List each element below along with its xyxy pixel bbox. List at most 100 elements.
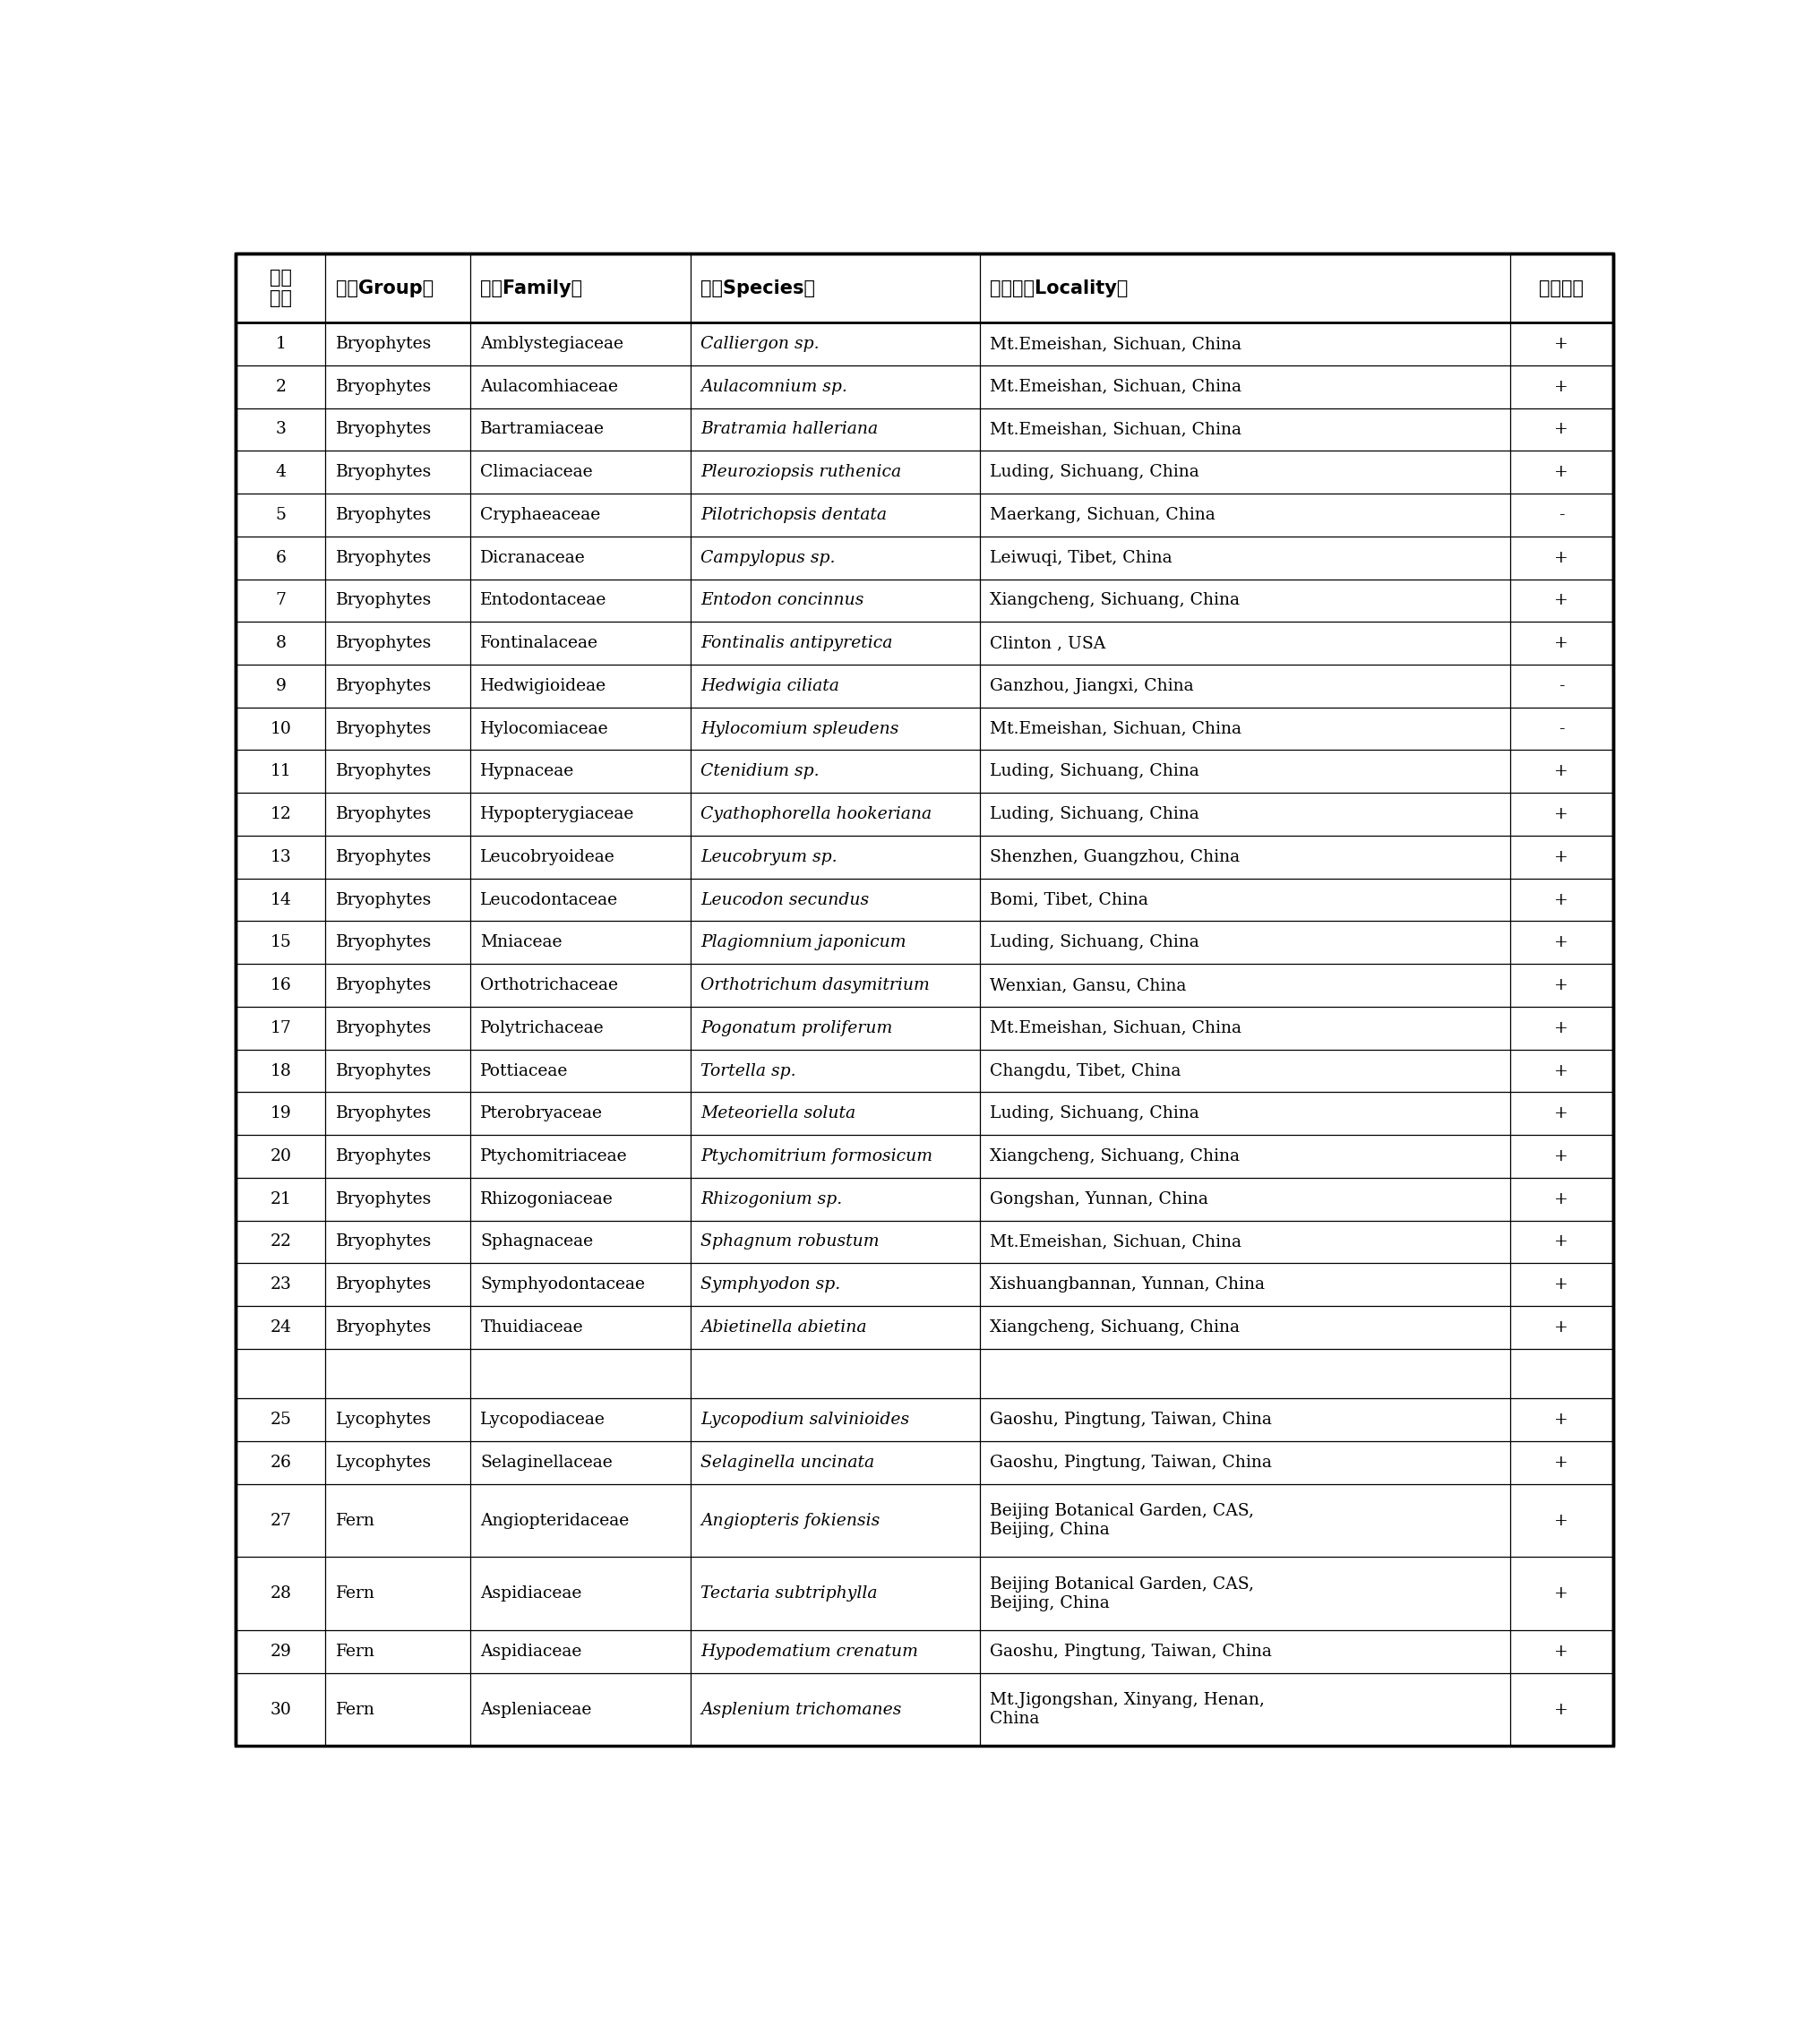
Text: 科（Family）: 科（Family） [480,280,583,296]
Text: Leucodontaceae: Leucodontaceae [480,891,619,908]
Text: 种（Species）: 种（Species） [700,280,815,296]
Text: Bryophytes: Bryophytes [336,1063,431,1079]
Text: +: + [1555,464,1569,480]
Text: Meteoriella soluta: Meteoriella soluta [700,1106,855,1122]
Text: Mt.Emeishan, Sichuan, China: Mt.Emeishan, Sichuan, China [990,1020,1241,1036]
Text: +: + [1555,977,1569,993]
Text: Bryophytes: Bryophytes [336,764,431,779]
Text: Lycophytes: Lycophytes [336,1412,431,1429]
Text: +: + [1555,1235,1569,1251]
Text: Luding, Sichuang, China: Luding, Sichuang, China [990,934,1200,950]
Text: 13: 13 [271,848,290,865]
Text: Bryophytes: Bryophytes [336,934,431,950]
Text: 26: 26 [271,1455,292,1470]
Text: Orthotrichum dasymitrium: Orthotrichum dasymitrium [700,977,929,993]
Text: +: + [1555,891,1569,908]
Text: Gaoshu, Pingtung, Taiwan, China: Gaoshu, Pingtung, Taiwan, China [990,1455,1272,1470]
Text: +: + [1555,1192,1569,1208]
Text: Cryphaeaceae: Cryphaeaceae [480,507,601,523]
Text: +: + [1555,378,1569,394]
Text: +: + [1555,1149,1569,1165]
Text: 12: 12 [271,805,292,822]
Text: 23: 23 [271,1278,292,1292]
Text: Bryophytes: Bryophytes [336,636,431,652]
Text: Hypopterygiaceae: Hypopterygiaceae [480,805,635,822]
Text: Rhizogonium sp.: Rhizogonium sp. [700,1192,842,1208]
Text: 24: 24 [271,1318,292,1335]
Text: Wenxian, Gansu, China: Wenxian, Gansu, China [990,977,1187,993]
Text: Leucobryoideae: Leucobryoideae [480,848,615,865]
Text: +: + [1555,934,1569,950]
Text: Gaoshu, Pingtung, Taiwan, China: Gaoshu, Pingtung, Taiwan, China [990,1643,1272,1660]
Text: Entodontaceae: Entodontaceae [480,593,608,609]
Text: Cyathophorella hookeriana: Cyathophorella hookeriana [700,805,933,822]
Text: Luding, Sichuang, China: Luding, Sichuang, China [990,805,1200,822]
Text: +: + [1555,550,1569,566]
Text: Lycophytes: Lycophytes [336,1455,431,1470]
Text: Calliergon sp.: Calliergon sp. [700,335,819,352]
Text: Beijing Botanical Garden, CAS,
Beijing, China: Beijing Botanical Garden, CAS, Beijing, … [990,1502,1254,1537]
Text: 电泳结果: 电泳结果 [1539,280,1584,296]
Text: Thuidiaceae: Thuidiaceae [480,1318,583,1335]
Text: Bomi, Tibet, China: Bomi, Tibet, China [990,891,1149,908]
Text: Mt.Emeishan, Sichuan, China: Mt.Emeishan, Sichuan, China [990,378,1241,394]
Text: +: + [1555,1513,1569,1529]
Text: Leucobryum sp.: Leucobryum sp. [700,848,837,865]
Text: Aspleniaceae: Aspleniaceae [480,1701,592,1717]
Text: Fern: Fern [336,1701,375,1717]
Text: +: + [1555,1455,1569,1470]
Text: Maerkang, Sichuan, China: Maerkang, Sichuan, China [990,507,1216,523]
Text: Lycopodium salvinioides: Lycopodium salvinioides [700,1412,909,1429]
Text: Fontinalis antipyretica: Fontinalis antipyretica [700,636,893,652]
Text: Lycopodiaceae: Lycopodiaceae [480,1412,606,1429]
Text: Xishuangbannan, Yunnan, China: Xishuangbannan, Yunnan, China [990,1278,1265,1292]
Text: -: - [1559,507,1564,523]
Text: 20: 20 [271,1149,292,1165]
Text: 22: 22 [271,1235,292,1251]
Text: Bryophytes: Bryophytes [336,679,431,695]
Text: Bryophytes: Bryophytes [336,593,431,609]
Text: -: - [1559,722,1564,736]
Text: 27: 27 [271,1513,292,1529]
Text: Hedwigioideae: Hedwigioideae [480,679,606,695]
Text: +: + [1555,636,1569,652]
Text: +: + [1555,1701,1569,1717]
Text: 6: 6 [276,550,287,566]
Text: +: + [1555,335,1569,352]
Text: +: + [1555,1106,1569,1122]
Text: 28: 28 [271,1586,292,1602]
Text: Xiangcheng, Sichuang, China: Xiangcheng, Sichuang, China [990,1318,1239,1335]
Text: +: + [1555,1063,1569,1079]
Text: 14: 14 [271,891,292,908]
Text: Entodon concinnus: Entodon concinnus [700,593,864,609]
Text: 16: 16 [271,977,290,993]
Text: Luding, Sichuang, China: Luding, Sichuang, China [990,764,1200,779]
Text: Ganzhou, Jiangxi, China: Ganzhou, Jiangxi, China [990,679,1194,695]
Text: Fontinalaceae: Fontinalaceae [480,636,599,652]
Text: Clinton , USA: Clinton , USA [990,636,1106,652]
Text: 25: 25 [271,1412,292,1429]
Text: Sphagnum robustum: Sphagnum robustum [700,1235,880,1251]
Text: Bryophytes: Bryophytes [336,507,431,523]
Text: Symphyodon sp.: Symphyodon sp. [700,1278,841,1292]
Text: 9: 9 [276,679,287,695]
Text: 7: 7 [276,593,287,609]
Text: 19: 19 [271,1106,290,1122]
Text: Polytrichaceae: Polytrichaceae [480,1020,604,1036]
Text: Ptychomitriaceae: Ptychomitriaceae [480,1149,628,1165]
Text: Fern: Fern [336,1586,375,1602]
Text: Campylopus sp.: Campylopus sp. [700,550,835,566]
Text: Shenzhen, Guangzhou, China: Shenzhen, Guangzhou, China [990,848,1239,865]
Text: Leiwuqi, Tibet, China: Leiwuqi, Tibet, China [990,550,1173,566]
Text: Aulacomhiaceae: Aulacomhiaceae [480,378,619,394]
Text: Angiopteris fokiensis: Angiopteris fokiensis [700,1513,880,1529]
Text: +: + [1555,1318,1569,1335]
Text: Amblystegiaceae: Amblystegiaceae [480,335,624,352]
Text: -: - [1559,679,1564,695]
Text: +: + [1555,764,1569,779]
Text: Ctenidium sp.: Ctenidium sp. [700,764,819,779]
Text: Bryophytes: Bryophytes [336,1149,431,1165]
Text: Abietinella abietina: Abietinella abietina [700,1318,868,1335]
Text: Hedwigia ciliata: Hedwigia ciliata [700,679,839,695]
Text: Hypodematium crenatum: Hypodematium crenatum [700,1643,918,1660]
